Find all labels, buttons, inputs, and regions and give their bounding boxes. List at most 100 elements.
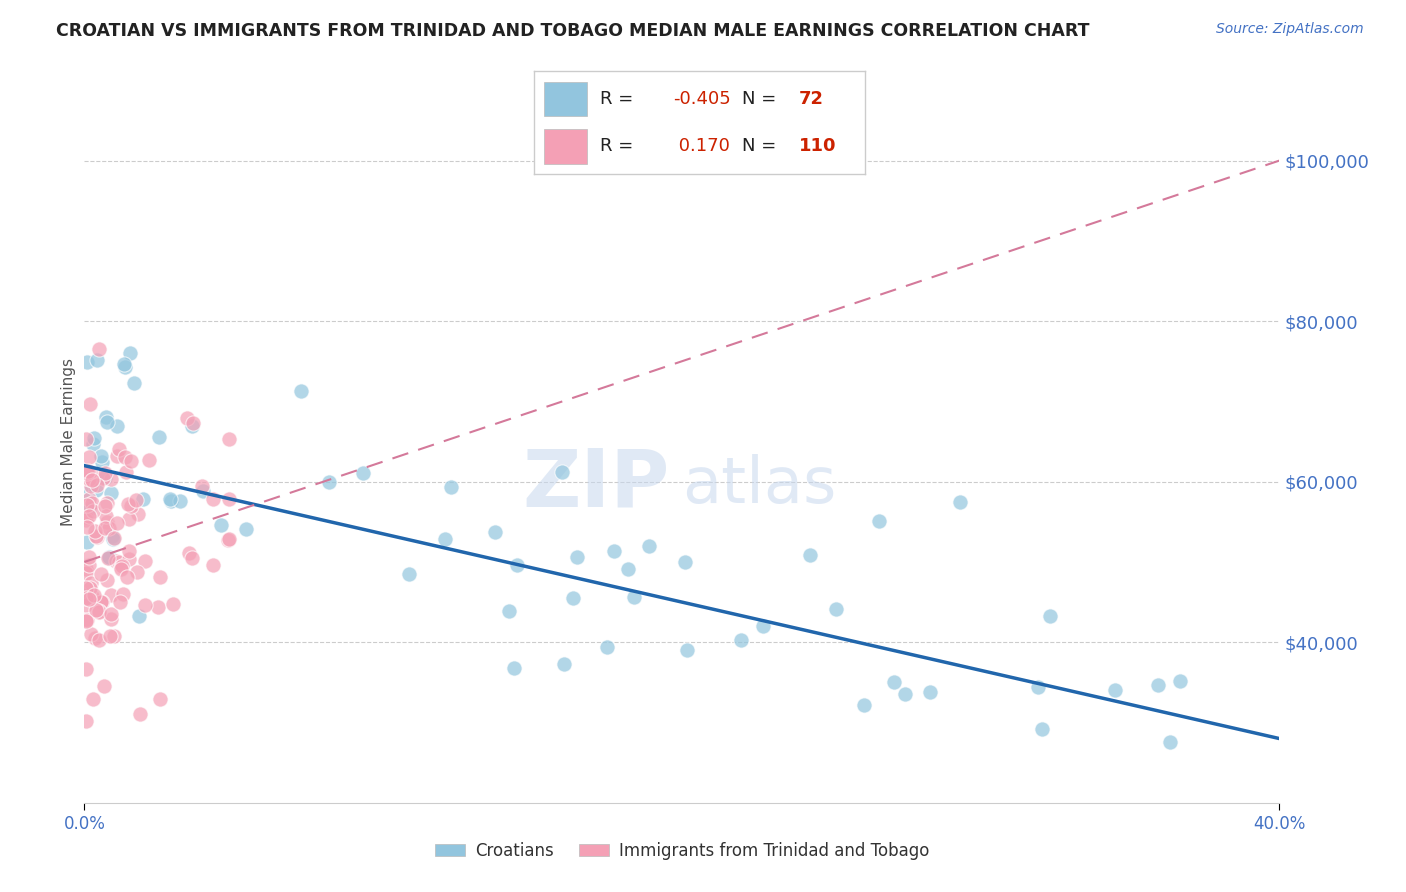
- Point: [118, 552, 141, 566]
- Point: [103, 629, 125, 643]
- Text: 72: 72: [799, 90, 824, 108]
- Point: [84, 528, 107, 542]
- Point: [105, 449, 128, 463]
- Point: [94, 500, 117, 514]
- FancyBboxPatch shape: [544, 128, 588, 163]
- Point: [129, 707, 152, 722]
- Point: [868, 514, 890, 528]
- Point: [100, 612, 122, 626]
- Point: [190, 479, 212, 493]
- Point: [484, 525, 506, 540]
- Text: atlas: atlas: [682, 454, 837, 516]
- Point: [84, 524, 107, 538]
- Point: [94, 410, 117, 425]
- Point: [169, 494, 191, 508]
- Point: [79, 450, 101, 464]
- Point: [86, 477, 108, 491]
- Point: [110, 562, 132, 576]
- Point: [1159, 735, 1181, 749]
- Point: [440, 480, 463, 494]
- Point: [76, 613, 98, 627]
- Point: [1031, 722, 1053, 736]
- Point: [149, 569, 172, 583]
- Point: [83, 431, 105, 445]
- Point: [79, 465, 101, 479]
- Point: [96, 495, 118, 509]
- Point: [76, 355, 98, 369]
- Point: [90, 449, 112, 463]
- Point: [80, 496, 103, 510]
- Point: [218, 532, 240, 546]
- Point: [235, 522, 257, 536]
- Point: [76, 467, 98, 481]
- Point: [77, 590, 100, 604]
- Point: [77, 508, 100, 523]
- Point: [84, 631, 107, 645]
- Point: [918, 685, 941, 699]
- Point: [617, 562, 640, 576]
- Text: N =: N =: [742, 137, 776, 155]
- Point: [127, 507, 149, 521]
- Point: [111, 587, 134, 601]
- Text: 0.170: 0.170: [673, 137, 730, 155]
- Point: [1026, 681, 1049, 695]
- Point: [96, 416, 118, 430]
- Point: [79, 472, 101, 486]
- Point: [1104, 682, 1126, 697]
- Point: [218, 432, 240, 446]
- Point: [100, 472, 122, 486]
- Point: [82, 504, 104, 518]
- Point: [75, 611, 97, 625]
- Point: [100, 607, 122, 622]
- Point: [1039, 609, 1062, 624]
- Point: [96, 573, 118, 587]
- Text: N =: N =: [742, 90, 776, 108]
- Point: [118, 512, 141, 526]
- Point: [75, 432, 97, 446]
- Point: [89, 633, 111, 648]
- Point: [86, 530, 108, 544]
- Point: [824, 602, 846, 616]
- Point: [77, 549, 100, 564]
- Point: [100, 486, 122, 500]
- Point: [77, 492, 100, 507]
- Point: [159, 492, 181, 507]
- Point: [498, 604, 520, 618]
- Point: [91, 595, 114, 609]
- Point: [318, 475, 340, 489]
- Point: [108, 555, 131, 569]
- Point: [134, 554, 156, 568]
- Point: [82, 436, 104, 450]
- Point: [352, 466, 374, 480]
- Point: [162, 597, 184, 611]
- Point: [114, 359, 136, 374]
- Point: [124, 492, 146, 507]
- Point: [132, 492, 155, 507]
- Text: -0.405: -0.405: [673, 90, 731, 108]
- Point: [87, 605, 110, 619]
- Point: [101, 532, 124, 546]
- Point: [94, 470, 117, 484]
- Point: [90, 455, 112, 469]
- Point: [799, 548, 821, 562]
- Point: [201, 558, 224, 573]
- Point: [98, 521, 121, 535]
- Point: [104, 554, 127, 568]
- Point: [76, 519, 98, 533]
- Point: [90, 567, 112, 582]
- Point: [91, 471, 114, 485]
- Point: [115, 570, 138, 584]
- Point: [75, 591, 97, 606]
- Point: [853, 698, 876, 712]
- Point: [79, 502, 101, 516]
- Text: Source: ZipAtlas.com: Source: ZipAtlas.com: [1216, 22, 1364, 37]
- Point: [117, 497, 139, 511]
- Point: [191, 483, 214, 498]
- Point: [551, 465, 574, 479]
- Point: [565, 549, 588, 564]
- Point: [89, 343, 111, 357]
- Point: [176, 411, 198, 425]
- Point: [84, 483, 107, 497]
- Point: [110, 559, 132, 574]
- Point: [122, 376, 145, 391]
